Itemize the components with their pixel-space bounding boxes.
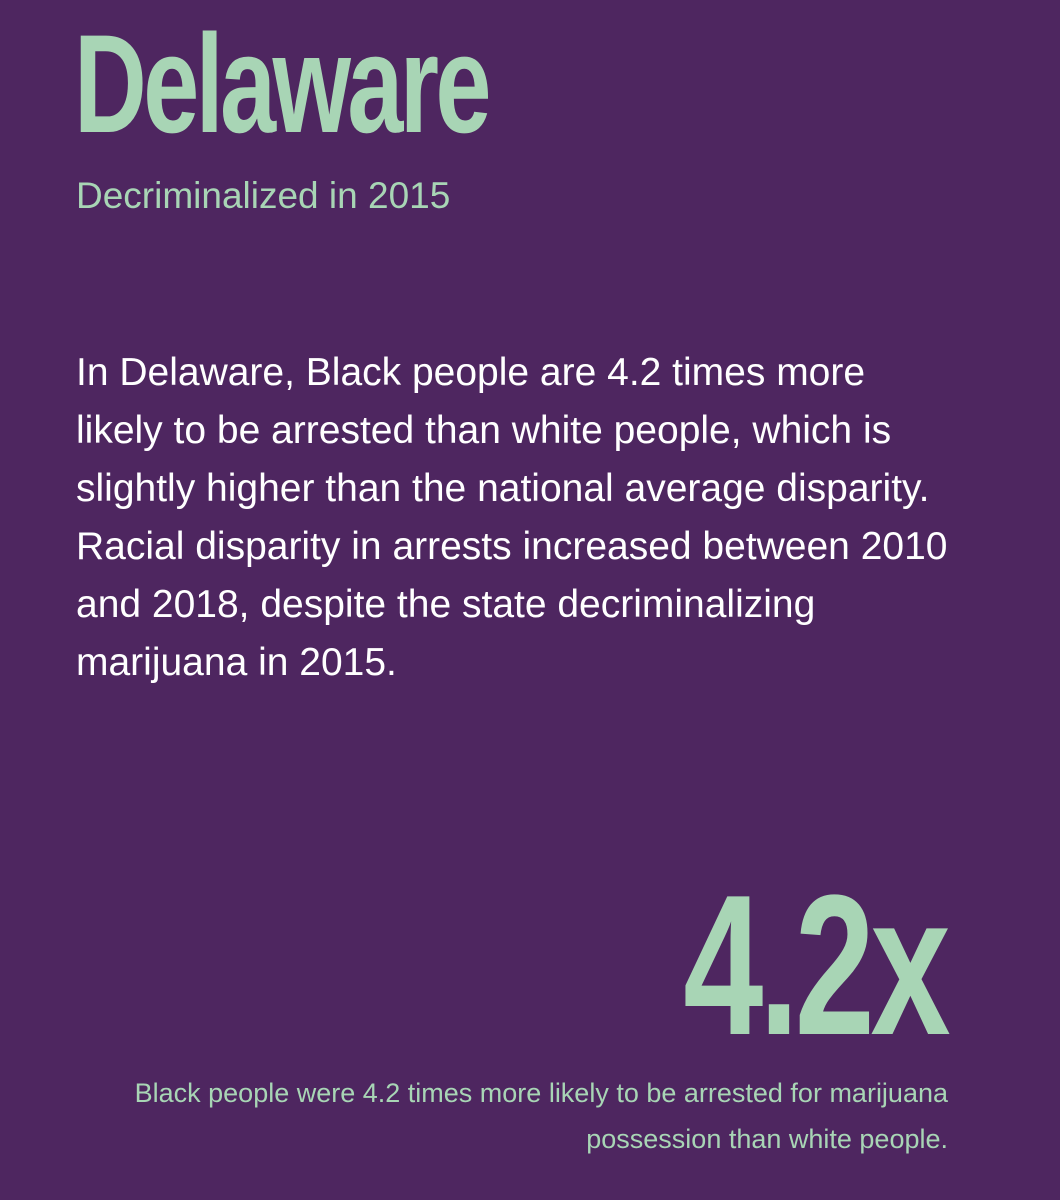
disparity-stat-value: 4.2x	[683, 854, 950, 1077]
decriminalized-subtitle: Decriminalized in 2015	[76, 175, 451, 216]
disparity-description: In Delaware, Black people are 4.2 times …	[76, 351, 948, 684]
disparity-stat-caption: Black people were 4.2 times more likely …	[134, 1078, 948, 1154]
state-title: Delaware	[74, 5, 491, 162]
